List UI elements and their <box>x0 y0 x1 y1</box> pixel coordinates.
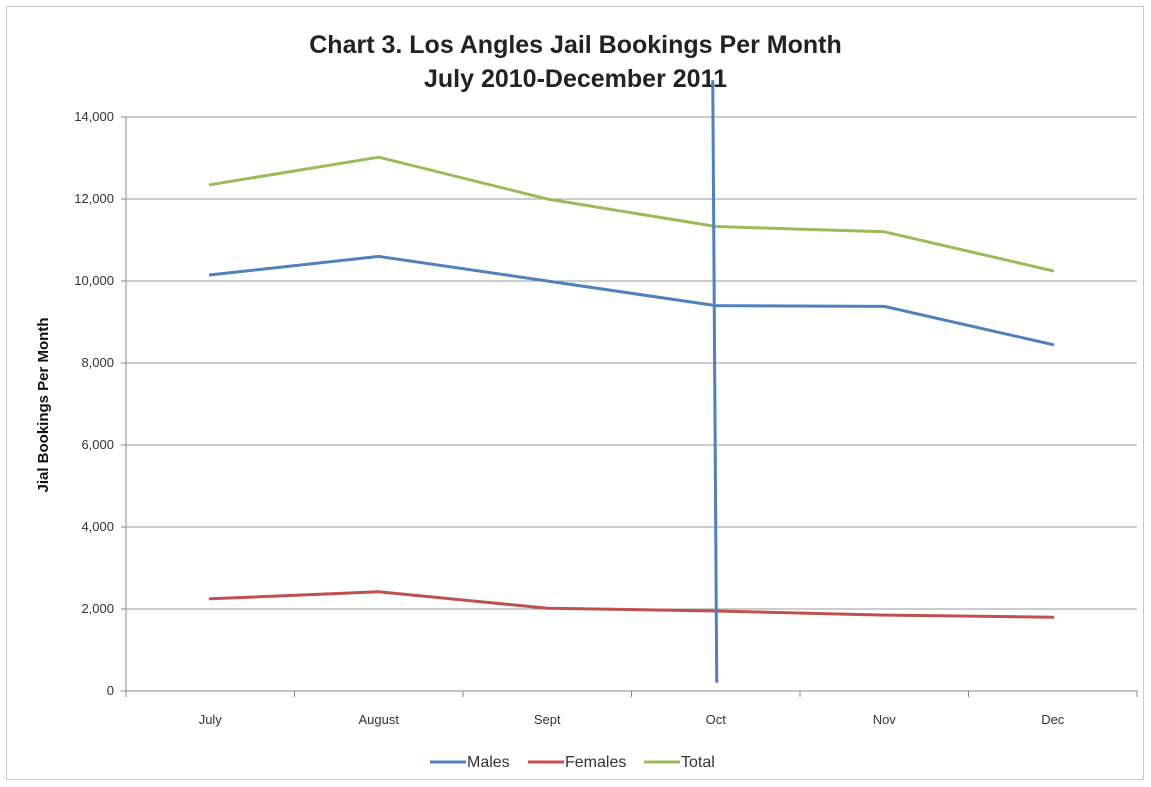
y-tick-label: 12,000 <box>74 191 114 206</box>
y-tick-label: 14,000 <box>74 109 114 124</box>
chart-subtitle: July 2010-December 2011 <box>424 65 727 93</box>
gridlines <box>121 116 1137 692</box>
y-tick-label: 6,000 <box>81 437 114 452</box>
y-tick-label: 4,000 <box>81 519 114 534</box>
x-tick-label: Dec <box>1041 712 1065 727</box>
x-tick-label: July <box>199 712 223 727</box>
legend-label-males: Males <box>467 754 510 771</box>
series-lines <box>208 155 1055 619</box>
y-tick-label: 10,000 <box>74 273 114 288</box>
chart-title: Chart 3. Los Angles Jail Bookings Per Mo… <box>309 31 842 59</box>
series-line-females <box>208 590 1055 619</box>
y-tick-label: 0 <box>107 683 114 698</box>
x-tick-labels: July August Sept Oct Nov Dec <box>199 712 1065 727</box>
vertical-annotation-line <box>711 80 719 683</box>
y-tick-label: 2,000 <box>81 601 114 616</box>
axes <box>125 117 1138 697</box>
y-tick-labels: 0 2,000 4,000 6,000 8,000 10,000 12,000 14,000 <box>74 109 114 698</box>
x-tick-label: Sept <box>534 712 561 727</box>
x-tick-label: August <box>359 712 400 727</box>
chart-frame <box>6 6 1144 780</box>
legend: Males Females Total <box>430 754 715 771</box>
annotations <box>711 80 719 683</box>
y-tick-label: 8,000 <box>81 355 114 370</box>
series-line-males <box>208 254 1055 347</box>
series-line-total <box>208 155 1055 273</box>
x-tick-label: Oct <box>706 712 727 727</box>
x-tick-label: Nov <box>873 712 897 727</box>
legend-label-females: Females <box>565 754 626 771</box>
y-axis-label: Jial Bookings Per Month <box>35 317 52 492</box>
legend-label-total: Total <box>681 754 715 771</box>
